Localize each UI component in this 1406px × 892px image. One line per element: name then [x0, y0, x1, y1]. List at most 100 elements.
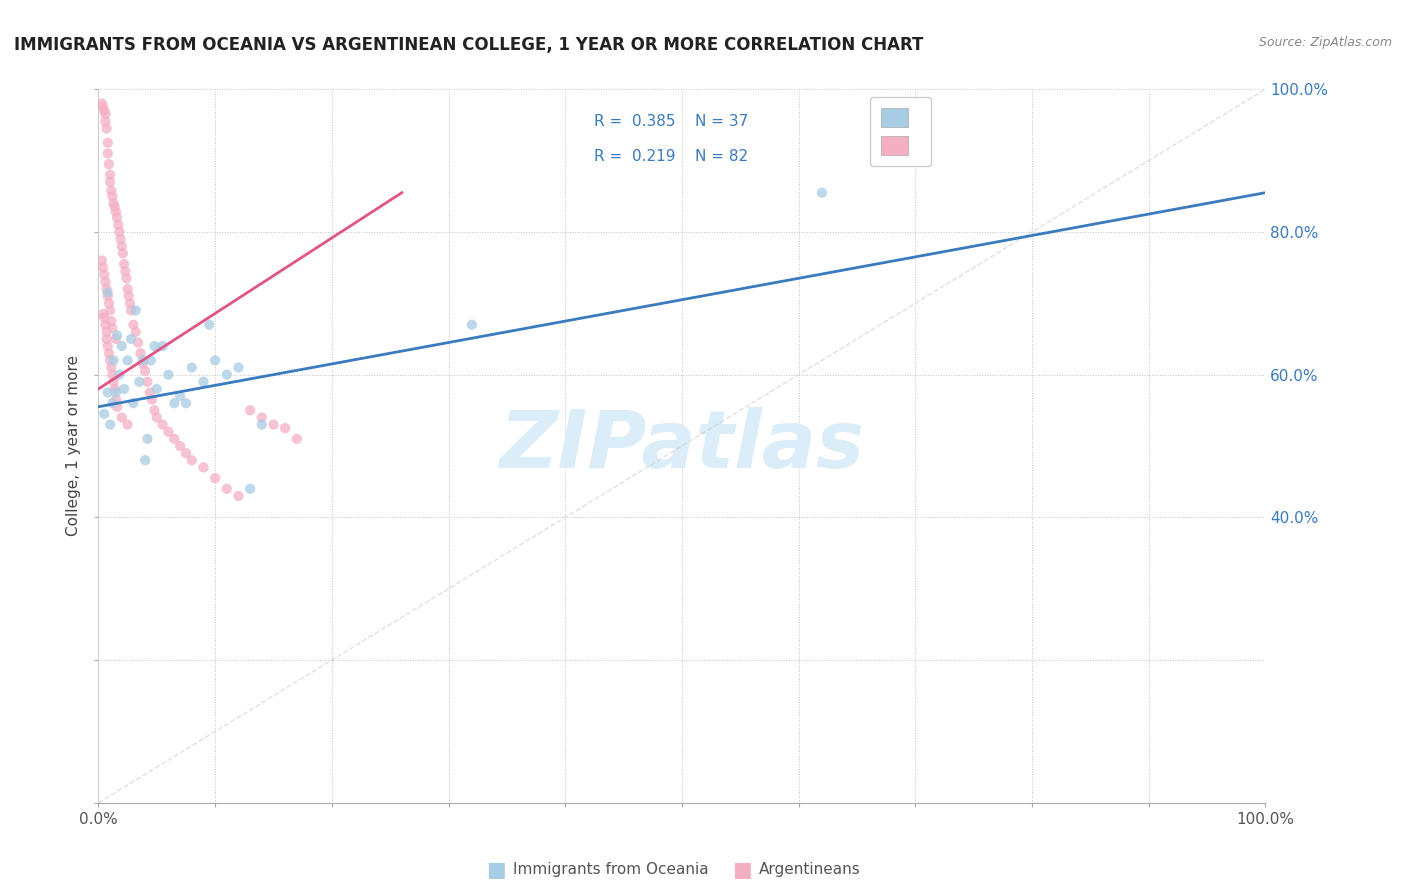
Point [141, 392, 163, 407]
Point [98, 175, 121, 189]
Point [118, 289, 141, 303]
Point [93, 407, 115, 421]
Point [97, 136, 120, 150]
Point [93, 310, 115, 325]
Text: IMMIGRANTS FROM OCEANIA VS ARGENTINEAN COLLEGE, 1 YEAR OR MORE CORRELATION CHART: IMMIGRANTS FROM OCEANIA VS ARGENTINEAN C… [14, 36, 924, 54]
Point [105, 400, 128, 414]
Point [110, 232, 132, 246]
Point [285, 432, 308, 446]
Text: Source: ZipAtlas.com: Source: ZipAtlas.com [1258, 36, 1392, 49]
Point [262, 417, 284, 432]
Point [93, 103, 115, 118]
Point [157, 368, 180, 382]
Point [112, 257, 135, 271]
Point [94, 318, 117, 332]
Text: ■: ■ [733, 860, 752, 880]
Point [239, 403, 262, 417]
Point [125, 325, 148, 339]
Point [97, 289, 120, 303]
Point [204, 471, 226, 485]
Point [215, 482, 238, 496]
Point [111, 410, 134, 425]
Point [97, 157, 120, 171]
Y-axis label: College, 1 year or more: College, 1 year or more [66, 356, 82, 536]
Point [120, 332, 142, 346]
Point [96, 332, 118, 346]
Point [117, 417, 139, 432]
Point [250, 417, 273, 432]
Point [136, 375, 159, 389]
Point [94, 107, 117, 121]
Point [117, 282, 139, 296]
Point [128, 375, 150, 389]
Point [239, 482, 262, 496]
Point [91, 307, 114, 321]
Point [163, 432, 186, 446]
Point [104, 385, 127, 400]
Point [91, 260, 114, 275]
Point [228, 489, 250, 503]
Point [94, 114, 117, 128]
Point [100, 360, 122, 375]
Point [103, 196, 125, 211]
Point [98, 417, 121, 432]
Point [139, 385, 162, 400]
Point [274, 421, 297, 435]
Legend: , : , [870, 97, 931, 166]
Point [111, 239, 134, 253]
Point [111, 339, 134, 353]
Text: Immigrants from Oceania: Immigrants from Oceania [513, 863, 709, 877]
Point [228, 360, 250, 375]
Point [169, 439, 191, 453]
Point [103, 375, 125, 389]
Point [193, 460, 215, 475]
Point [174, 396, 197, 410]
Point [97, 346, 120, 360]
Point [143, 339, 166, 353]
Point [104, 332, 127, 346]
Point [215, 368, 238, 382]
Point [112, 382, 135, 396]
Point [461, 318, 484, 332]
Point [96, 121, 118, 136]
Point [98, 303, 121, 318]
Point [105, 328, 128, 343]
Point [117, 353, 139, 368]
Point [108, 225, 131, 239]
Point [105, 211, 128, 225]
Point [174, 446, 197, 460]
Text: ZIPatlas: ZIPatlas [499, 407, 865, 485]
Point [136, 432, 159, 446]
Point [198, 318, 221, 332]
Point [104, 392, 127, 407]
Point [101, 189, 124, 203]
Point [143, 403, 166, 417]
Point [118, 296, 141, 310]
Point [100, 314, 122, 328]
Point [107, 218, 129, 232]
Point [134, 453, 156, 467]
Point [108, 368, 131, 382]
Point [90, 96, 112, 111]
Point [100, 184, 122, 198]
Point [104, 205, 127, 219]
Point [122, 318, 145, 332]
Point [127, 335, 149, 350]
Point [146, 410, 169, 425]
Point [96, 325, 118, 339]
Point [146, 382, 169, 396]
Point [152, 339, 174, 353]
Point [129, 346, 152, 360]
Point [163, 396, 186, 410]
Point [98, 353, 121, 368]
Point [120, 303, 142, 318]
Point [96, 282, 118, 296]
Point [104, 382, 127, 396]
Point [93, 268, 115, 282]
Text: ■: ■ [486, 860, 506, 880]
Point [97, 285, 120, 300]
Point [101, 396, 124, 410]
Point [97, 296, 120, 310]
Point [115, 271, 138, 285]
Point [132, 357, 155, 371]
